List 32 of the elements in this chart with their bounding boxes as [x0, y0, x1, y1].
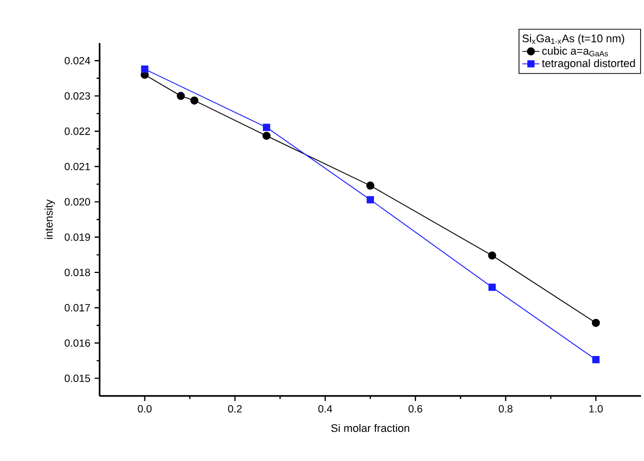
- x-axis-title: Si molar fraction: [331, 424, 410, 432]
- x-tick-label: 0.6: [408, 405, 422, 413]
- x-tick-label: 0.0: [138, 405, 152, 413]
- point: [176, 92, 185, 100]
- x-tick-label: 1.0: [589, 405, 603, 413]
- y-tick-label: 0.019: [64, 233, 90, 241]
- legend-label: tetragonal distorted: [542, 59, 635, 70]
- y-tick-label: 0.022: [64, 128, 90, 135]
- point: [592, 318, 600, 327]
- point: [488, 251, 496, 260]
- y-tick-label: 0.024: [64, 56, 90, 64]
- point: [262, 132, 271, 140]
- point: [190, 96, 198, 105]
- point: [141, 65, 148, 73]
- y-tick-label: 0.018: [64, 268, 90, 276]
- y-tick-label: 0.021: [64, 162, 90, 170]
- point: [262, 124, 270, 132]
- y-tick-label: 0.015: [64, 374, 90, 382]
- y-tick-label: 0.020: [64, 198, 90, 206]
- x-tick-label: 0.4: [318, 405, 332, 413]
- point: [592, 356, 600, 364]
- legend-title: Si$_{x}$Ga$_{1-x}$As (t=10 nm): [522, 34, 624, 44]
- x-tick-label: 0.2: [228, 405, 242, 413]
- x-tick-label: 0.8: [498, 405, 512, 413]
- y-tick-label: 0.016: [64, 339, 90, 347]
- y-tick-label: 0.023: [64, 92, 90, 100]
- y-axis-title: intensity: [44, 199, 55, 239]
- point: [366, 182, 374, 190]
- legend-label: cubic a=a$_{GaAs}$: [542, 46, 608, 56]
- y-tick-label: 0.017: [64, 304, 90, 312]
- point: [488, 284, 496, 291]
- point: [366, 196, 374, 204]
